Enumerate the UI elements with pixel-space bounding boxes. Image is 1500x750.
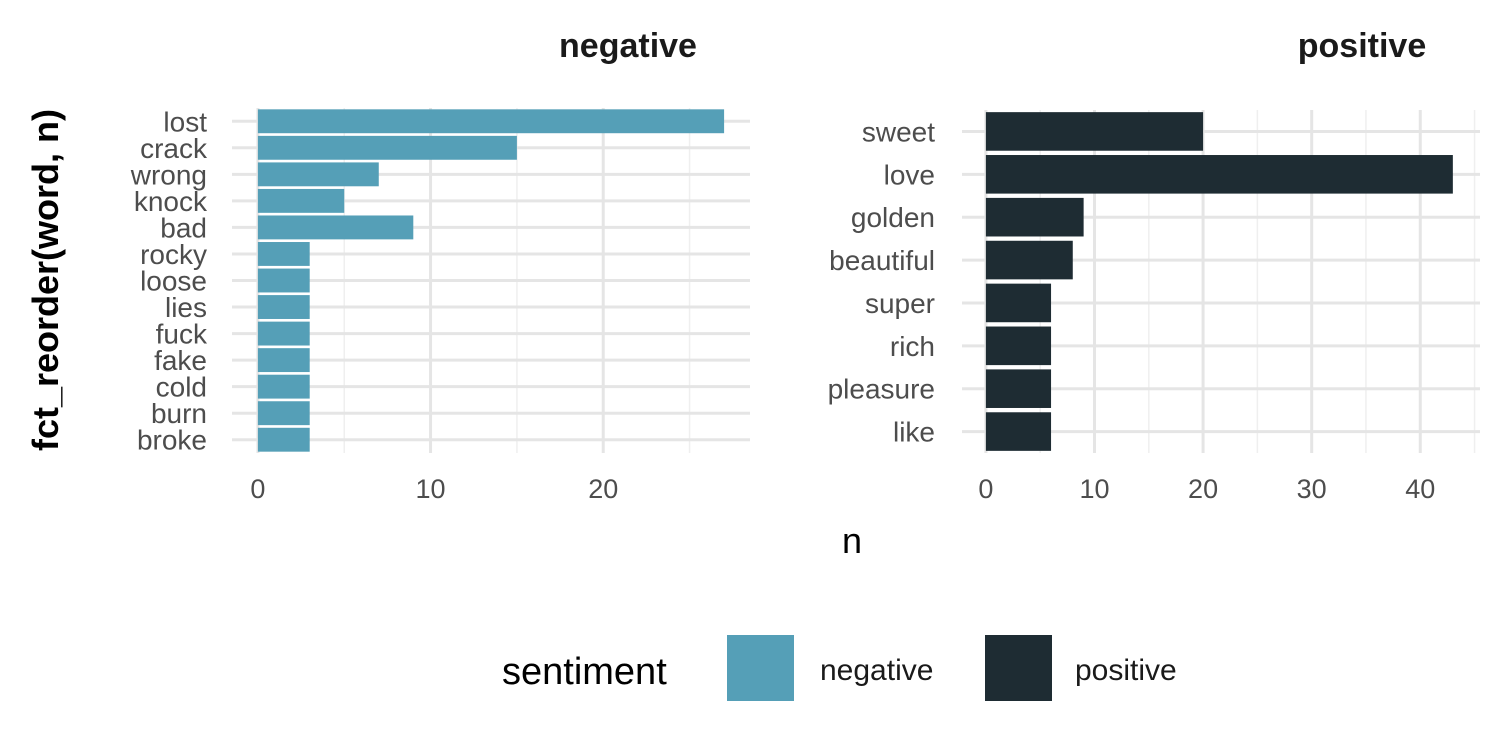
bar-pleasure <box>985 369 1052 408</box>
category-label-rocky: rocky <box>140 239 207 270</box>
category-label-like: like <box>893 417 935 448</box>
category-label-sweet: sweet <box>862 116 935 147</box>
x-tick-label: 10 <box>416 474 446 504</box>
bar-sweet <box>985 112 1204 151</box>
bar-lies <box>257 295 310 319</box>
bar-crack <box>257 135 517 160</box>
category-label-cold: cold <box>156 372 207 403</box>
category-label-love: love <box>884 159 935 190</box>
x-tick-label: 20 <box>588 474 618 504</box>
category-label-rich: rich <box>890 331 935 362</box>
x-tick-label: 40 <box>1405 474 1435 504</box>
bar-rocky <box>257 242 310 266</box>
category-label-lies: lies <box>165 292 207 323</box>
bar-rich <box>985 326 1052 366</box>
x-tick-label: 0 <box>250 474 265 504</box>
bar-beautiful <box>985 240 1073 280</box>
bar-loose <box>257 268 310 293</box>
category-label-pleasure: pleasure <box>828 374 935 405</box>
category-label-fuck: fuck <box>156 319 208 350</box>
bar-love <box>985 155 1453 194</box>
bar-super <box>985 283 1052 323</box>
facet-panel-negative: 0 10 20 lostcrackwrongknockbadrockylooselie… <box>130 27 750 504</box>
category-label-fake: fake <box>154 345 207 376</box>
category-label-golden: golden <box>851 202 935 233</box>
bar-cold <box>257 374 310 399</box>
legend-label-negative: negative <box>820 654 933 687</box>
facet-title-negative: negative <box>559 27 697 65</box>
category-label-knock: knock <box>134 186 208 217</box>
bar-golden <box>985 197 1084 237</box>
category-label-loose: loose <box>140 266 207 297</box>
category-label-crack: crack <box>140 133 208 164</box>
legend-swatch-positive <box>985 635 1052 701</box>
bar-bad <box>257 215 414 240</box>
facet-title-positive: positive <box>1298 27 1426 65</box>
facet-panel-positive: 0 10 20 30 40 sweet love golden beautiful super ri… <box>828 27 1480 504</box>
category-label-super: super <box>865 288 935 319</box>
category-label-burn: burn <box>151 398 207 429</box>
bar-broke <box>257 427 310 452</box>
bar-knock <box>257 188 345 213</box>
category-label-broke: broke <box>137 425 207 456</box>
bar-like <box>985 412 1052 451</box>
x-tick-label: 20 <box>1188 474 1218 504</box>
legend-swatch-negative <box>727 635 794 701</box>
bar-wrong <box>257 162 379 187</box>
legend-label-positive: positive <box>1075 654 1177 687</box>
legend-title: sentiment <box>502 651 667 693</box>
category-label-beautiful: beautiful <box>829 245 935 276</box>
bar-fuck <box>257 321 310 346</box>
x-tick-label: 10 <box>1079 474 1109 504</box>
bar-fake <box>257 348 310 373</box>
category-label-bad: bad <box>160 212 207 243</box>
y-axis-title: fct_reorder(word, n) <box>25 109 66 451</box>
bar-lost <box>257 109 725 134</box>
x-axis-title: n <box>842 520 862 561</box>
legend: sentiment negative positive <box>502 635 1177 701</box>
category-label-wrong: wrong <box>130 159 207 190</box>
bar-burn <box>257 401 310 426</box>
x-tick-label: 0 <box>978 474 993 504</box>
category-label-lost: lost <box>163 106 207 137</box>
x-tick-label: 30 <box>1297 474 1327 504</box>
